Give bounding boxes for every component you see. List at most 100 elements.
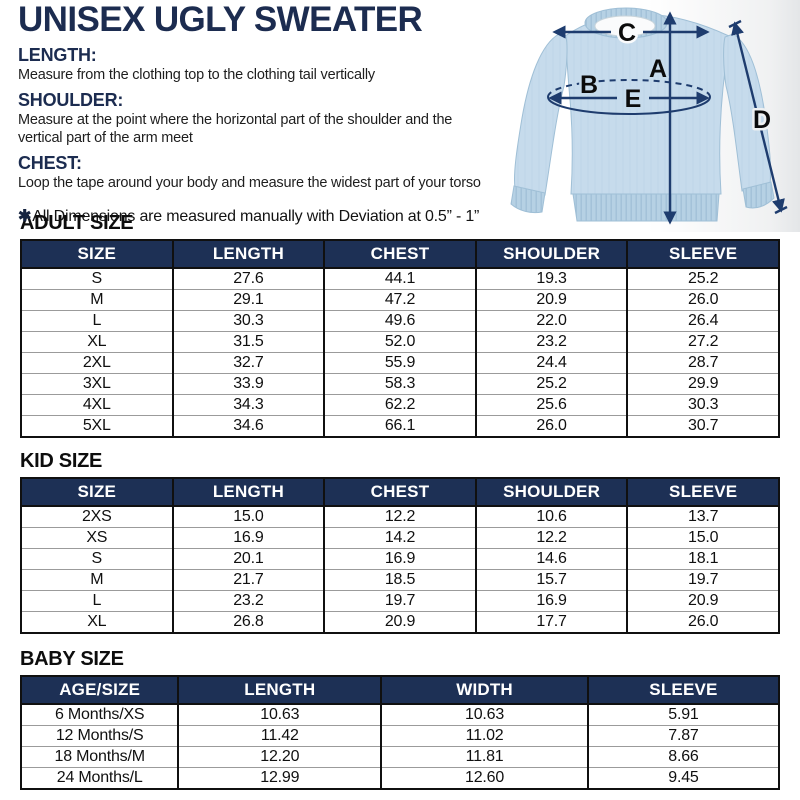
measurement-cell: 49.6: [323, 310, 476, 332]
measurement-cell: 23.2: [171, 590, 325, 612]
page-title: UNISEX UGLY SWEATER: [18, 0, 423, 39]
shoulder-instruction: SHOULDER: Measure at the point where the…: [18, 90, 496, 147]
measurement-cell: 26.8: [171, 611, 325, 633]
size-cell: 2XL: [21, 352, 173, 374]
size-cell: XL: [21, 611, 173, 633]
measurement-cell: 31.5: [171, 331, 325, 353]
measurement-cell: 24.4: [474, 352, 628, 374]
intro-text-block: UNISEX UGLY SWEATER LENGTH: Measure from…: [18, 0, 496, 226]
size-cell: S: [91, 270, 103, 287]
chest-instruction: CHEST: Loop the tape around your body an…: [18, 153, 496, 192]
table-row: 5XL 34.6 66.1 26.0 30.7: [21, 415, 779, 437]
measurement-cell: 20.9: [474, 289, 628, 311]
table-row: 18 Months/M 12.20 11.81 8.66: [21, 746, 779, 768]
measurement-cell: 30.7: [626, 415, 779, 437]
size-cell: S: [21, 548, 173, 570]
measurement-cell: 12.60: [380, 767, 588, 789]
measurement-cell: 52.0: [323, 331, 476, 353]
table-header-row: SIZE LENGTH CHEST SHOULDER SLEEVE: [21, 478, 779, 507]
size-cell: 4XL: [21, 394, 173, 416]
size-cell: 18 Months/M: [21, 746, 179, 768]
measurement-cell: 11.81: [380, 746, 588, 768]
measurement-cell: 14.6: [474, 548, 628, 570]
kid-size-heading: KID SIZE: [20, 450, 103, 472]
table-row: S 27.6 44.1 19.3 25.2: [21, 268, 779, 290]
length-label: LENGTH:: [18, 44, 97, 65]
measurement-cell: 16.9: [323, 548, 476, 570]
measurement-cell: 14.2: [323, 527, 476, 549]
marker-label-c: C: [618, 19, 636, 47]
baby-size-heading: BABY SIZE: [20, 648, 124, 670]
size-cell: 3XL: [21, 373, 173, 395]
size-cell: M: [21, 569, 173, 591]
header-section: UNISEX UGLY SWEATER LENGTH: Measure from…: [0, 0, 800, 232]
chest-label: CHEST:: [18, 152, 82, 173]
sweater-left-cuff: [510, 185, 546, 214]
table-row: 2XS 15.0 12.2 10.6 13.7: [21, 506, 779, 528]
length-instruction: LENGTH: Measure from the clothing top to…: [18, 45, 496, 84]
column-header: SLEEVE: [626, 240, 779, 269]
measurement-cell: 12.2: [323, 506, 476, 528]
adult-size-heading: ADULT SIZE: [20, 212, 134, 234]
measurement-cell: 62.2: [323, 394, 476, 416]
table-row: M 21.7 18.5 15.7 19.7: [21, 569, 779, 591]
shoulder-label: SHOULDER:: [18, 90, 124, 111]
column-header: SHOULDER: [474, 240, 628, 269]
table-header-row: AGE/SIZE LENGTH WIDTH SLEEVE: [21, 676, 779, 705]
measurement-cell: 15.0: [171, 506, 325, 528]
measurement-cell: 20.9: [626, 590, 779, 612]
size-cell: 5XL: [21, 415, 173, 437]
adult-size-section: ADULT SIZE SIZE LENGTH CHEST SHOULDER SLEEVE…: [20, 212, 780, 438]
column-header: SIZE: [21, 478, 173, 507]
table-row: XL 31.5 52.0 23.2 27.2: [21, 331, 779, 353]
column-header: WIDTH: [380, 676, 588, 705]
measurement-cell: 58.3: [323, 373, 476, 395]
baby-size-table: AGE/SIZE LENGTH WIDTH SLEEVE 6 Months/XS 10.6…: [20, 675, 780, 790]
measurement-cell: 8.66: [586, 746, 779, 768]
table-row: XS 16.9 14.2 12.2 15.0: [21, 527, 779, 549]
marker-label-d: D: [753, 106, 771, 134]
table-row: 12 Months/S 11.42 11.02 7.87: [21, 725, 779, 747]
column-header: LENGTH: [171, 240, 325, 269]
size-cell: 6 Months/XS: [54, 706, 145, 723]
measurement-cell: 27.6: [171, 268, 325, 290]
deviation-note-text: All Dimensions are measured manually wit…: [32, 208, 480, 226]
table-row: 4XL 34.3 62.2 25.6 30.3: [21, 394, 779, 416]
measurement-cell: 23.2: [474, 331, 628, 353]
measurement-cell: 29.1: [171, 289, 325, 311]
measurement-cell: 26.4: [626, 310, 779, 332]
table-row: L 23.2 19.7 16.9 20.9: [21, 590, 779, 612]
size-cell: XS: [21, 527, 173, 549]
measurement-cell: 13.7: [626, 506, 779, 528]
measurement-cell: 21.7: [171, 569, 325, 591]
chest-description: Loop the tape around your body and measu…: [18, 174, 481, 191]
column-header: SIZE: [21, 240, 173, 269]
measurement-cell: 25.2: [626, 268, 779, 290]
sweater-diagram-image: C A B E D: [495, 0, 800, 232]
measurement-cell: 15.0: [626, 527, 779, 549]
length-description: Measure from the clothing top to the clo…: [18, 66, 375, 83]
measurement-cell: 29.9: [626, 373, 779, 395]
measurement-cell: 26.0: [626, 611, 779, 633]
measurement-cell: 20.1: [171, 548, 325, 570]
measurement-cell: 25.6: [474, 394, 628, 416]
deviation-note: ✱All Dimensions are measured manually wi…: [18, 206, 496, 226]
table-row: XL 26.8 20.9 17.7 26.0: [21, 611, 779, 633]
measurement-cell: 30.3: [171, 310, 325, 332]
measurement-cell: 66.1: [323, 415, 476, 437]
kid-size-section: KID SIZE SIZE LENGTH CHEST SHOULDER SLEEVE 2X…: [20, 450, 780, 634]
column-header: AGE/SIZE: [21, 676, 179, 705]
size-cell: XL: [21, 331, 173, 353]
measurement-cell: 22.0: [474, 310, 628, 332]
measurement-cell: 16.9: [171, 527, 325, 549]
measurement-cell: 12.2: [474, 527, 628, 549]
measurement-cell: 12.99: [177, 767, 382, 789]
measurement-cell: 17.7: [474, 611, 628, 633]
table-row: 24 Months/L 12.99 12.60 9.45: [21, 767, 779, 789]
table-header-row: SIZE LENGTH CHEST SHOULDER SLEEVE: [21, 240, 779, 269]
measurement-cell: 19.3: [474, 268, 628, 290]
measurement-cell: 10.6: [474, 506, 628, 528]
size-cell: M: [21, 289, 173, 311]
measurement-cell: 30.3: [626, 394, 779, 416]
measurement-cell: 12.20: [177, 746, 382, 768]
